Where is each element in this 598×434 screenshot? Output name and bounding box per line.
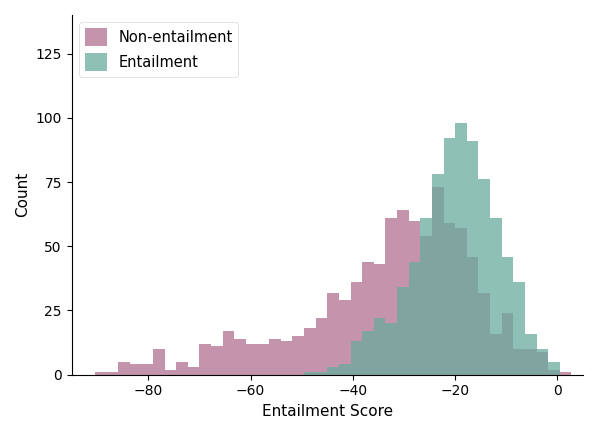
Bar: [234, 339, 246, 375]
Bar: [490, 334, 502, 375]
Bar: [362, 331, 374, 375]
Bar: [188, 367, 200, 375]
Bar: [350, 282, 362, 375]
Legend: Non-entailment, Entailment: Non-entailment, Entailment: [79, 22, 239, 77]
Bar: [397, 287, 408, 375]
Bar: [374, 318, 386, 375]
Bar: [420, 218, 432, 375]
Bar: [444, 138, 455, 375]
Bar: [386, 323, 397, 375]
Bar: [432, 174, 444, 375]
Bar: [513, 349, 525, 375]
Bar: [95, 372, 106, 375]
X-axis label: Entailment Score: Entailment Score: [262, 404, 393, 419]
Bar: [269, 339, 281, 375]
Bar: [153, 349, 164, 375]
Bar: [130, 365, 141, 375]
Bar: [444, 223, 455, 375]
Bar: [490, 218, 502, 375]
Bar: [304, 372, 316, 375]
Bar: [502, 256, 513, 375]
Bar: [548, 362, 560, 375]
Bar: [339, 365, 350, 375]
Bar: [560, 372, 571, 375]
Bar: [327, 293, 339, 375]
Bar: [467, 141, 478, 375]
Bar: [258, 344, 269, 375]
Bar: [525, 334, 536, 375]
Bar: [455, 123, 467, 375]
Bar: [292, 336, 304, 375]
Bar: [408, 262, 420, 375]
Bar: [222, 331, 234, 375]
Bar: [374, 264, 386, 375]
Bar: [478, 293, 490, 375]
Bar: [316, 318, 327, 375]
Bar: [548, 370, 560, 375]
Bar: [106, 372, 118, 375]
Bar: [118, 362, 130, 375]
Bar: [304, 329, 316, 375]
Bar: [164, 370, 176, 375]
Bar: [513, 282, 525, 375]
Bar: [536, 349, 548, 375]
Bar: [316, 372, 327, 375]
Bar: [502, 313, 513, 375]
Bar: [211, 346, 222, 375]
Bar: [420, 236, 432, 375]
Bar: [525, 349, 536, 375]
Bar: [339, 300, 350, 375]
Bar: [386, 218, 397, 375]
Bar: [397, 210, 408, 375]
Bar: [478, 179, 490, 375]
Bar: [467, 256, 478, 375]
Bar: [362, 262, 374, 375]
Bar: [176, 362, 188, 375]
Y-axis label: Count: Count: [15, 172, 30, 217]
Bar: [408, 220, 420, 375]
Bar: [141, 365, 153, 375]
Bar: [455, 228, 467, 375]
Bar: [350, 341, 362, 375]
Bar: [246, 344, 258, 375]
Bar: [432, 187, 444, 375]
Bar: [327, 367, 339, 375]
Bar: [200, 344, 211, 375]
Bar: [536, 352, 548, 375]
Bar: [281, 341, 292, 375]
